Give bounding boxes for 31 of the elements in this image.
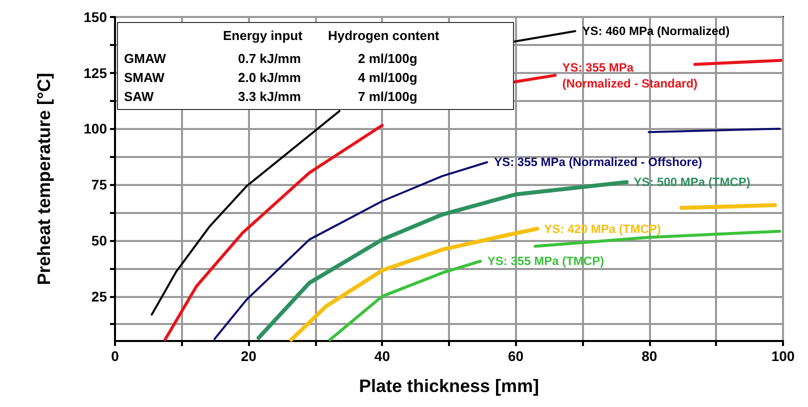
annotation: SMAW bbox=[124, 70, 164, 85]
series-label: YS: 355 MPa (Normalized - Standard) bbox=[562, 60, 698, 90]
x-tick-label: 20 bbox=[240, 348, 257, 364]
y-tick-label: 25 bbox=[91, 288, 108, 304]
annotation: 7 ml/100g bbox=[358, 89, 418, 104]
y-tick-label: 150 bbox=[84, 9, 108, 25]
annotation: 4 ml/100g bbox=[358, 70, 418, 85]
series-label: YS: 355 MPa (Normalized - Offshore) bbox=[494, 155, 702, 170]
series-label: YS: 420 MPa (TMCP) bbox=[544, 222, 661, 236]
series-label: YS: 355 MPa (TMCP) bbox=[487, 254, 604, 268]
y-tick-label: 50 bbox=[91, 232, 108, 248]
y-tick-label: 100 bbox=[84, 120, 108, 137]
annotation: GMAW bbox=[124, 51, 166, 66]
x-axis-title: Plate thickness [mm] bbox=[358, 376, 540, 396]
x-tick-label: 100 bbox=[771, 348, 795, 364]
annotation: Energy input bbox=[223, 28, 302, 43]
x-tick-label: 80 bbox=[642, 348, 658, 364]
x-tick-label: 40 bbox=[374, 348, 390, 364]
y-tick-label: 125 bbox=[84, 64, 108, 81]
series-label: YS: 500 MPa (TMCP) bbox=[634, 175, 750, 190]
annotation: Hydrogen content bbox=[328, 28, 440, 43]
y-axis-title: Preheat temperature [°C] bbox=[34, 72, 54, 286]
y-tick-label: 75 bbox=[91, 176, 108, 193]
series-label: YS: 460 MPa (Normalized) bbox=[582, 24, 730, 38]
x-tick-label: 60 bbox=[508, 348, 524, 364]
x-tick-label: 0 bbox=[111, 348, 120, 364]
annotation: 2.0 kJ/mm bbox=[238, 70, 301, 85]
annotation: 2 ml/100g bbox=[358, 51, 418, 66]
annotation: 3.3 kJ/mm bbox=[238, 89, 301, 104]
annotation: SAW bbox=[124, 89, 154, 104]
annotation: 0.7 kJ/mm bbox=[238, 51, 301, 66]
